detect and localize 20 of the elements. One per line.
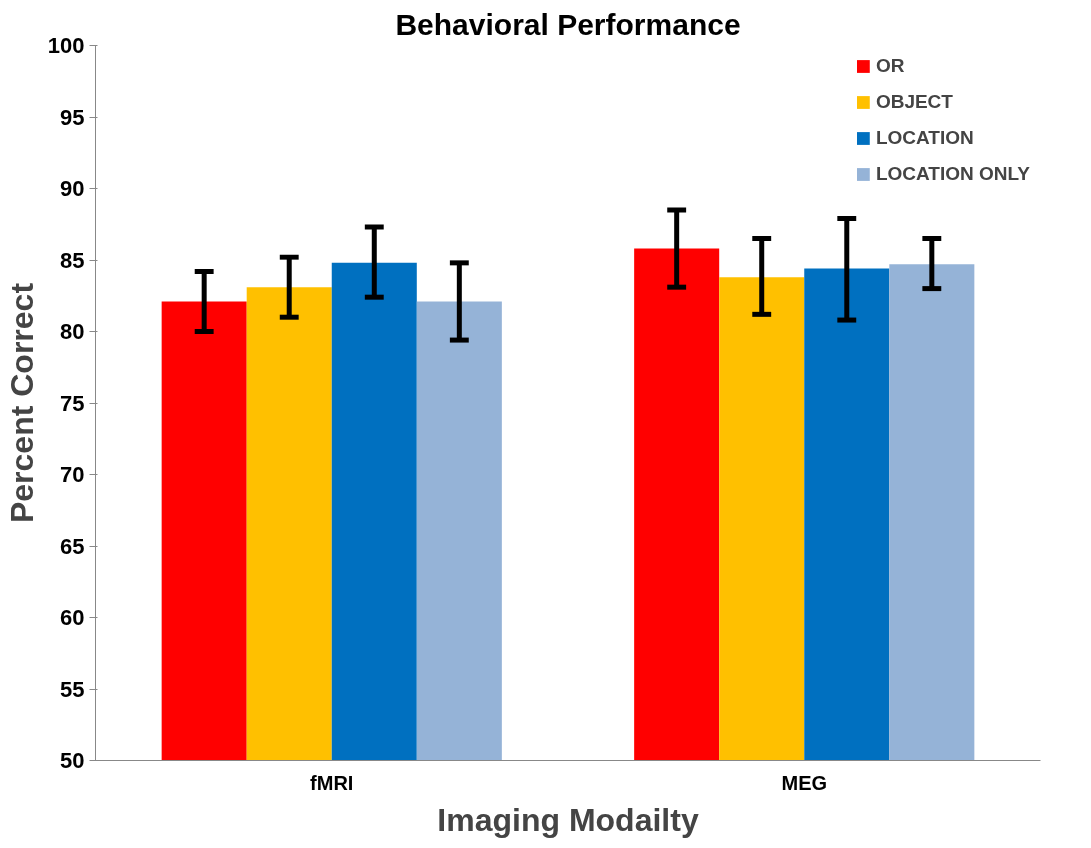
legend-label: OBJECT	[875, 91, 953, 113]
y-tick-label: 65	[60, 533, 85, 559]
x-axis-title: Imaging Modailty	[437, 801, 699, 838]
y-tick-label: 70	[60, 462, 85, 487]
y-tick-label: 85	[60, 247, 85, 273]
x-tick-label: MEG	[781, 771, 828, 794]
legend-label: LOCATION	[875, 127, 974, 149]
legend-label: LOCATION ONLY	[875, 163, 1030, 185]
y-tick-label: 60	[60, 605, 85, 630]
legend-label: OR	[875, 55, 905, 77]
y-tick-label: 55	[60, 676, 85, 702]
y-tick-label: 100	[47, 33, 85, 58]
y-tick-label: 95	[60, 104, 85, 130]
chart-title: Behavioral Performance	[395, 7, 741, 41]
y-axis-title: Percent Correct	[3, 282, 40, 524]
y-tick-label: 90	[60, 176, 85, 201]
x-tick-label: fMRI	[310, 771, 354, 794]
y-tick-label: 50	[60, 748, 85, 773]
y-tick-label: 75	[60, 390, 85, 416]
y-tick-label: 80	[60, 319, 85, 344]
